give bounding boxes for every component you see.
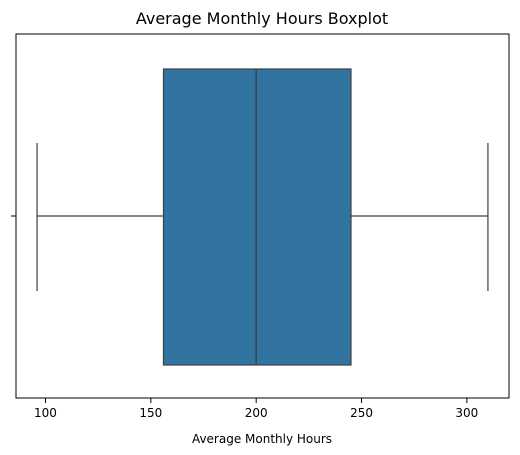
boxplot — [36, 68, 489, 366]
x-tick-label: 300 — [455, 406, 478, 420]
x-tick-label: 100 — [34, 406, 57, 420]
x-axis-label: Average Monthly Hours — [192, 432, 332, 446]
x-tick-label: 150 — [139, 406, 162, 420]
x-tick-label: 250 — [350, 406, 373, 420]
x-axis-ticks: 100 150 200 250 300 — [34, 398, 478, 420]
chart-title: Average Monthly Hours Boxplot — [136, 9, 388, 28]
x-tick-label: 200 — [245, 406, 268, 420]
interquartile-box — [162, 68, 352, 366]
